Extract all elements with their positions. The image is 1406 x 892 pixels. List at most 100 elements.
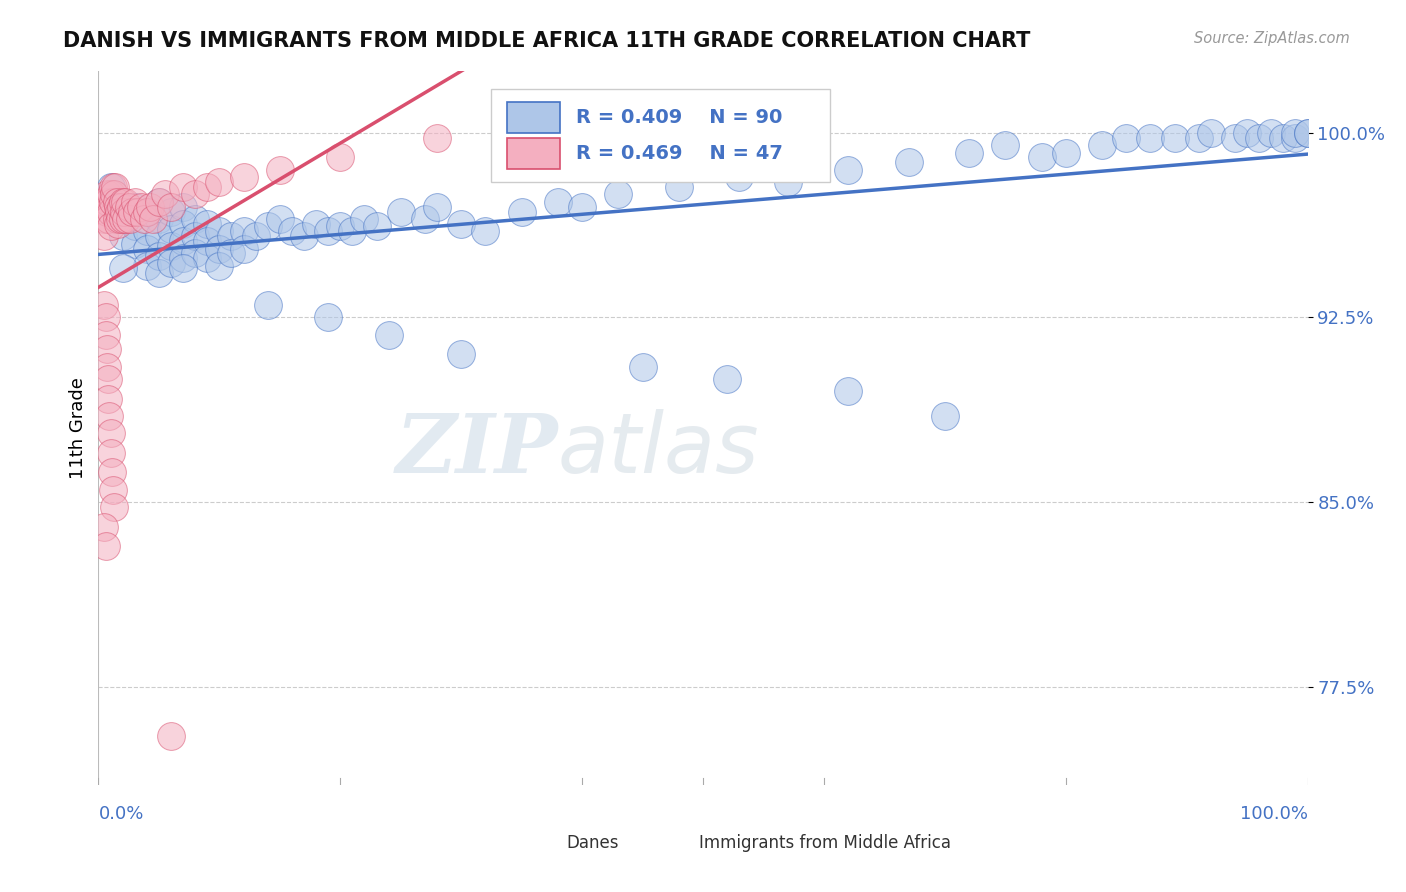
Point <box>316 224 339 238</box>
Point <box>342 224 364 238</box>
Point <box>316 310 339 325</box>
Point <box>148 249 170 263</box>
Point <box>232 170 254 185</box>
Point <box>292 229 315 244</box>
Point <box>184 229 207 244</box>
Point <box>105 194 128 209</box>
Point <box>631 359 654 374</box>
Point <box>105 212 128 227</box>
Text: Danes: Danes <box>567 835 619 853</box>
Point <box>111 261 134 276</box>
Text: Immigrants from Middle Africa: Immigrants from Middle Africa <box>699 835 952 853</box>
Point <box>127 204 149 219</box>
Point <box>104 180 127 194</box>
Point <box>97 194 120 209</box>
Point <box>269 212 291 227</box>
Point <box>413 212 436 227</box>
FancyBboxPatch shape <box>508 102 561 134</box>
Point <box>135 204 157 219</box>
Point <box>118 200 141 214</box>
Point <box>148 266 170 280</box>
Point <box>148 229 170 244</box>
Point <box>111 229 134 244</box>
Point <box>305 217 328 231</box>
Point <box>1296 126 1319 140</box>
Point <box>1199 126 1222 140</box>
Point <box>103 500 125 514</box>
Point <box>1163 130 1185 145</box>
Point <box>115 212 138 227</box>
Text: R = 0.409    N = 90: R = 0.409 N = 90 <box>576 108 782 128</box>
Text: 0.0%: 0.0% <box>98 805 143 822</box>
Point <box>153 187 176 202</box>
Point <box>1296 126 1319 140</box>
Point <box>245 229 267 244</box>
Point <box>366 219 388 234</box>
Point <box>184 212 207 227</box>
Point <box>426 200 449 214</box>
Point <box>1188 130 1211 145</box>
Point <box>1260 126 1282 140</box>
Point <box>96 187 118 202</box>
Point <box>96 359 118 374</box>
Point <box>474 224 496 238</box>
Point <box>172 252 194 266</box>
Point <box>897 155 920 169</box>
Point <box>221 229 243 244</box>
Point <box>93 298 115 312</box>
Point <box>160 729 183 743</box>
Point <box>160 222 183 236</box>
Point <box>160 200 183 214</box>
Text: Source: ZipAtlas.com: Source: ZipAtlas.com <box>1194 31 1350 46</box>
Point <box>108 212 131 227</box>
Point <box>97 212 120 227</box>
Point <box>172 180 194 194</box>
Point <box>97 392 120 406</box>
Point <box>97 372 120 386</box>
Point <box>111 212 134 227</box>
Point <box>195 217 218 231</box>
Point <box>195 180 218 194</box>
Point <box>172 200 194 214</box>
Point <box>107 217 129 231</box>
Point <box>1284 126 1306 140</box>
Point <box>1031 151 1053 165</box>
Point <box>195 234 218 248</box>
Point <box>94 539 117 553</box>
Point <box>111 194 134 209</box>
Point <box>101 180 124 194</box>
Point <box>118 212 141 227</box>
Point <box>124 200 146 214</box>
Point <box>837 162 859 177</box>
Point <box>111 212 134 227</box>
Point <box>135 224 157 238</box>
Point <box>1115 130 1137 145</box>
Point <box>148 194 170 209</box>
Point <box>135 259 157 273</box>
Point <box>510 204 533 219</box>
Point <box>172 234 194 248</box>
Point <box>208 175 231 189</box>
Point <box>256 298 278 312</box>
Point <box>571 200 593 214</box>
Point <box>221 246 243 260</box>
Point <box>107 200 129 214</box>
Point <box>172 217 194 231</box>
Point <box>100 466 122 480</box>
Y-axis label: 11th Grade: 11th Grade <box>69 377 87 479</box>
Point <box>184 246 207 260</box>
Point <box>269 162 291 177</box>
Point <box>329 219 352 234</box>
Point <box>1272 130 1295 145</box>
Point <box>135 204 157 219</box>
Point <box>100 446 122 460</box>
Point <box>957 145 980 160</box>
Point <box>129 200 152 214</box>
Point <box>114 194 136 209</box>
Point <box>450 217 472 231</box>
Point <box>100 219 122 234</box>
Point <box>100 180 122 194</box>
Text: ZIP: ZIP <box>395 409 558 490</box>
FancyBboxPatch shape <box>526 831 561 855</box>
Point <box>668 180 690 194</box>
